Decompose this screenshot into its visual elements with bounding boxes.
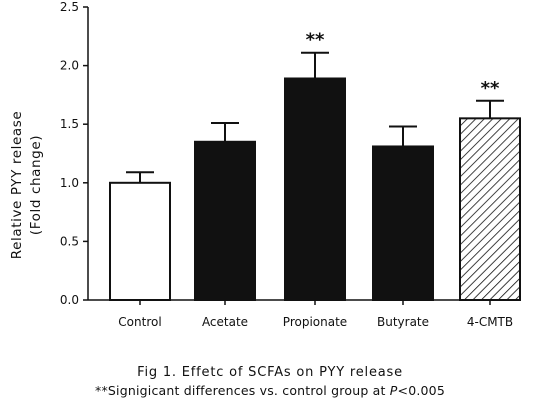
- bar-3: [372, 145, 434, 301]
- caption-title: Fig 1. Effetc of SCFAs on PYY release: [137, 365, 403, 380]
- y-tick-label-0: 0.0: [60, 293, 79, 307]
- bar-2: [284, 77, 346, 301]
- x-category-label-2: Propionate: [283, 315, 347, 329]
- bar-chart: Relative PYY release (Fold change) 0.00.…: [9, 0, 521, 329]
- bar-1: [194, 140, 256, 301]
- caption-note-suffix: <0.005: [397, 383, 445, 398]
- x-category-label-1: Acetate: [202, 315, 248, 329]
- y-tick-label-5: 2.5: [60, 0, 79, 14]
- x-category-label-0: Control: [118, 315, 161, 329]
- significance-marker-4: **: [481, 78, 500, 99]
- y-axis-label-line1: Relative PYY release: [9, 111, 25, 260]
- y-tick-label-1: 0.5: [60, 234, 79, 248]
- caption-note-prefix: **Signigicant differences vs. control gr…: [95, 383, 390, 398]
- x-category-label-3: Butyrate: [377, 315, 429, 329]
- significance-marker-2: **: [306, 30, 325, 51]
- caption-note: **Signigicant differences vs. control gr…: [0, 382, 540, 400]
- y-tick-label-4: 2.0: [60, 59, 79, 73]
- bar-4: [459, 117, 521, 301]
- y-axis-label: Relative PYY release (Fold change): [9, 111, 44, 260]
- bars: ** **: [109, 30, 521, 301]
- y-tick-label-3: 1.5: [60, 117, 79, 131]
- figure-caption: Fig 1. Effetc of SCFAs on PYY release **…: [0, 364, 540, 400]
- bar-0: [109, 181, 171, 301]
- y-axis-label-line2: (Fold change): [28, 135, 44, 235]
- caption-note-p: P: [389, 383, 398, 398]
- y-tick-label-2: 1.0: [60, 176, 79, 190]
- x-category-label-4: 4-CMTB: [467, 315, 513, 329]
- axes: 0.0 0.5 1.0 1.5 2.0 2.5 Control Acetate Propiona…: [60, 0, 520, 329]
